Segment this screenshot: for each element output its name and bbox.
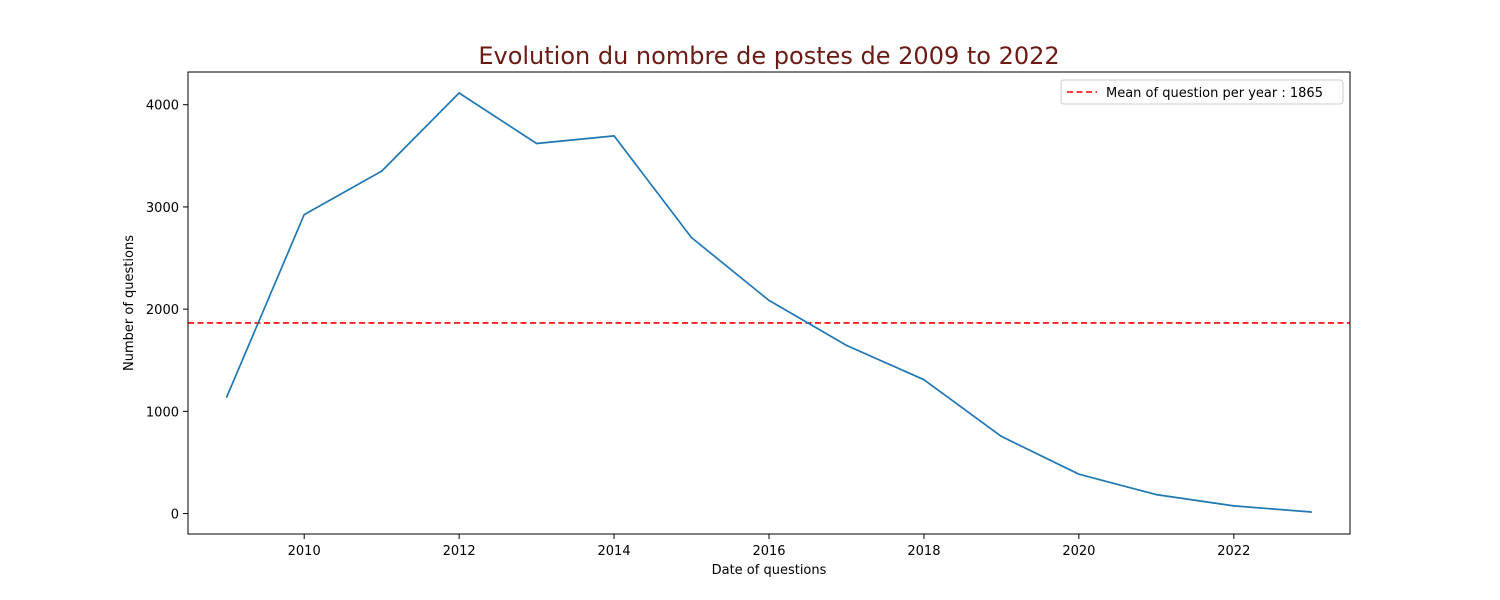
data-point: [1078, 473, 1080, 476]
x-tick-label: 2014: [598, 544, 631, 559]
data-point: [380, 170, 383, 172]
data-point: [535, 142, 538, 145]
data-point: [1155, 493, 1158, 496]
x-tick-label: 2016: [752, 544, 785, 559]
chart-title: Evolution du nombre de postes de 2009 to…: [478, 42, 1059, 70]
x-tick-label: 2010: [288, 544, 321, 559]
series-layer: [225, 92, 1313, 513]
plot-frame: [187, 71, 1351, 535]
data-point: [690, 236, 693, 239]
x-tick-label: 2020: [1062, 544, 1095, 559]
x-axis: 2010 2012 2014 2016 2018 2020 2022: [288, 534, 1250, 559]
y-tick-label: 1000: [146, 405, 179, 420]
questions-series-line: [225, 92, 1312, 513]
legend-box: [1060, 79, 1344, 105]
y-tick-label: 4000: [146, 99, 179, 114]
y-tick-label: 0: [171, 508, 179, 523]
y-tick-label: 3000: [146, 201, 179, 216]
y-axis: 0 1000 2000 3000 4000: [146, 99, 188, 523]
legend: Mean of question per year : 1865: [1060, 79, 1344, 105]
x-tick-label: 2018: [907, 544, 940, 559]
data-point: [458, 92, 460, 94]
data-point: [303, 213, 306, 216]
data-point: [1310, 511, 1313, 513]
data-point: [768, 299, 770, 302]
y-axis-label: Number of questions: [122, 235, 137, 371]
x-tick-label: 2022: [1217, 544, 1250, 559]
x-tick-label: 2012: [443, 544, 476, 559]
data-point: [1000, 435, 1003, 438]
x-axis-label: Date of questions: [712, 563, 827, 578]
data-point: [845, 344, 848, 347]
legend-label: Mean of question per year : 1865: [1106, 86, 1323, 101]
y-tick-label: 2000: [146, 303, 179, 318]
data-point: [225, 396, 228, 398]
data-point: [613, 135, 615, 137]
data-point: [1233, 505, 1235, 507]
data-point: [923, 378, 925, 381]
